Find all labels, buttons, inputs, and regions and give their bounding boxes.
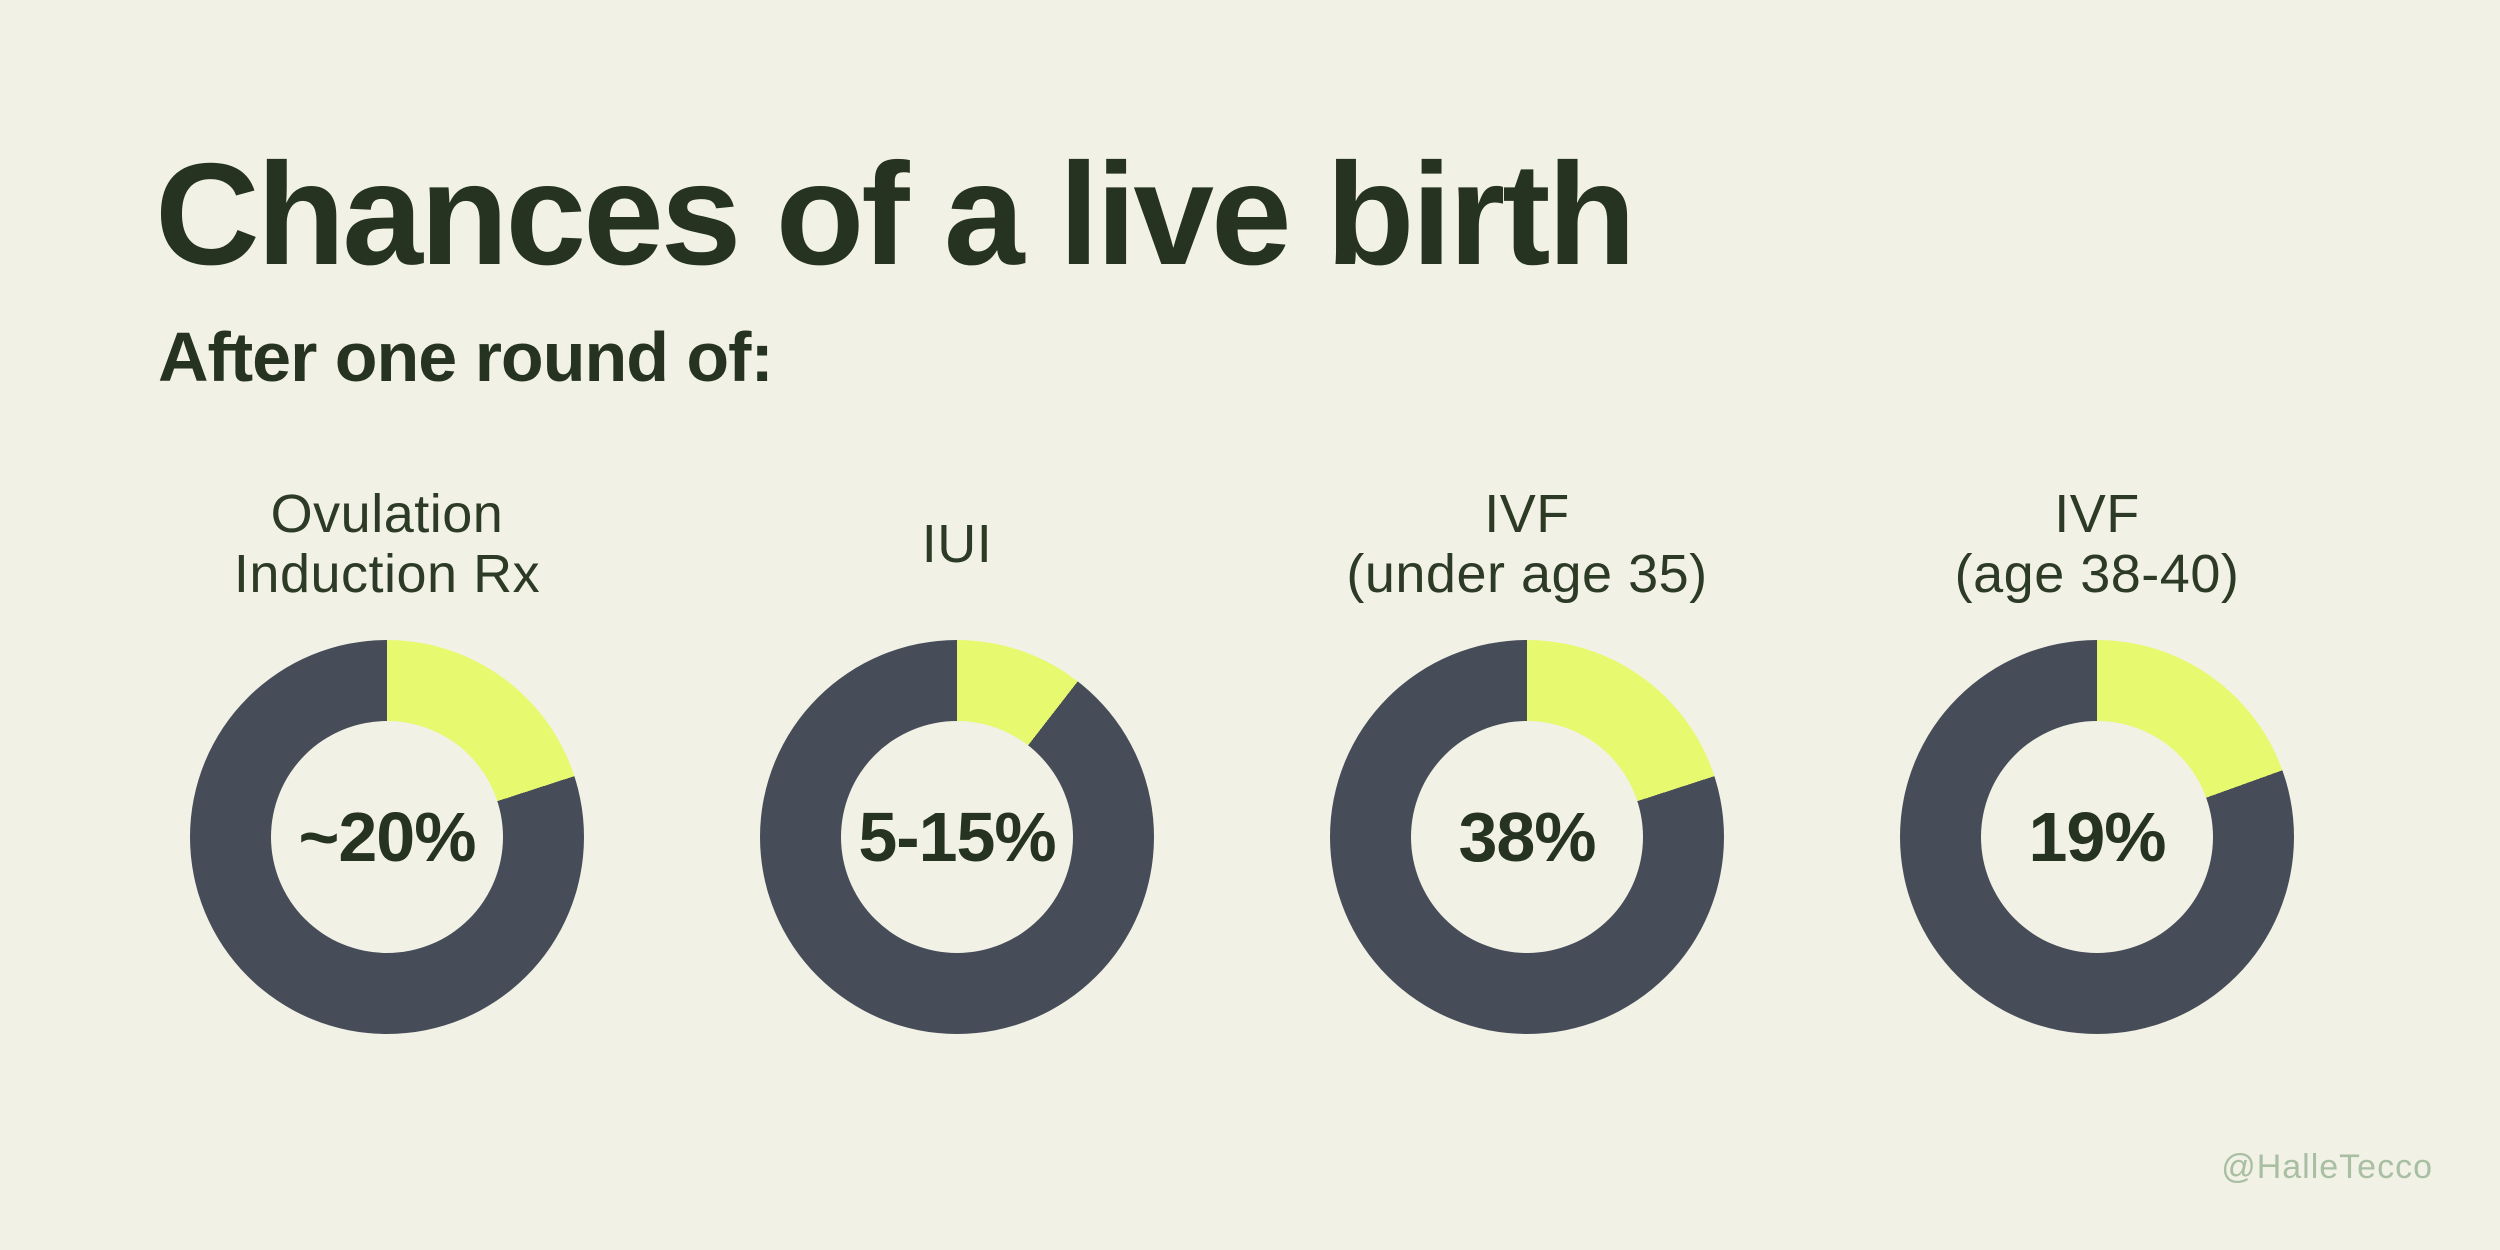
- donut-chart: 19%: [1900, 640, 2294, 1034]
- chart-label-line: (under age 35): [1346, 544, 1708, 604]
- donut-chart: 5-15%: [760, 640, 1154, 1034]
- chart-label-line: IVF: [1484, 484, 1570, 544]
- chart-ivf-under-35: IVF (under age 35) 38%: [1242, 478, 1812, 1034]
- chart-label: IVF (age 38-40): [1955, 478, 2240, 610]
- donut-value: ~20%: [298, 798, 477, 876]
- donut-value: 38%: [1458, 798, 1596, 876]
- chart-label: IUI: [922, 478, 993, 610]
- chart-label-line: IUI: [921, 514, 993, 574]
- donut-charts-row: Ovulation Induction Rx ~20% IUI 5-15% IV…: [102, 478, 2382, 1034]
- chart-label-line: Ovulation: [270, 484, 504, 544]
- chart-ivf-38-40: IVF (age 38-40) 19%: [1812, 478, 2382, 1034]
- donut-hole: 38%: [1411, 721, 1643, 953]
- chart-iui: IUI 5-15%: [672, 478, 1242, 1034]
- donut-hole: ~20%: [271, 721, 503, 953]
- donut-hole: 5-15%: [841, 721, 1073, 953]
- chart-label-line: (age 38-40): [1954, 544, 2240, 604]
- donut-chart: 38%: [1330, 640, 1724, 1034]
- donut-value: 19%: [2028, 798, 2166, 876]
- chart-ovulation-induction: Ovulation Induction Rx ~20%: [102, 478, 672, 1034]
- chart-label: IVF (under age 35): [1346, 478, 1707, 610]
- chart-label-line: Induction Rx: [233, 544, 541, 604]
- donut-hole: 19%: [1981, 721, 2213, 953]
- chart-label: Ovulation Induction Rx: [234, 478, 540, 610]
- credit-handle: @HalleTecco: [2221, 1148, 2433, 1186]
- page-title: Chances of a live birth: [155, 133, 1636, 295]
- donut-value: 5-15%: [858, 798, 1056, 876]
- chart-label-line: IVF: [2054, 484, 2140, 544]
- page-subtitle: After one round of:: [158, 318, 774, 396]
- donut-chart: ~20%: [190, 640, 584, 1034]
